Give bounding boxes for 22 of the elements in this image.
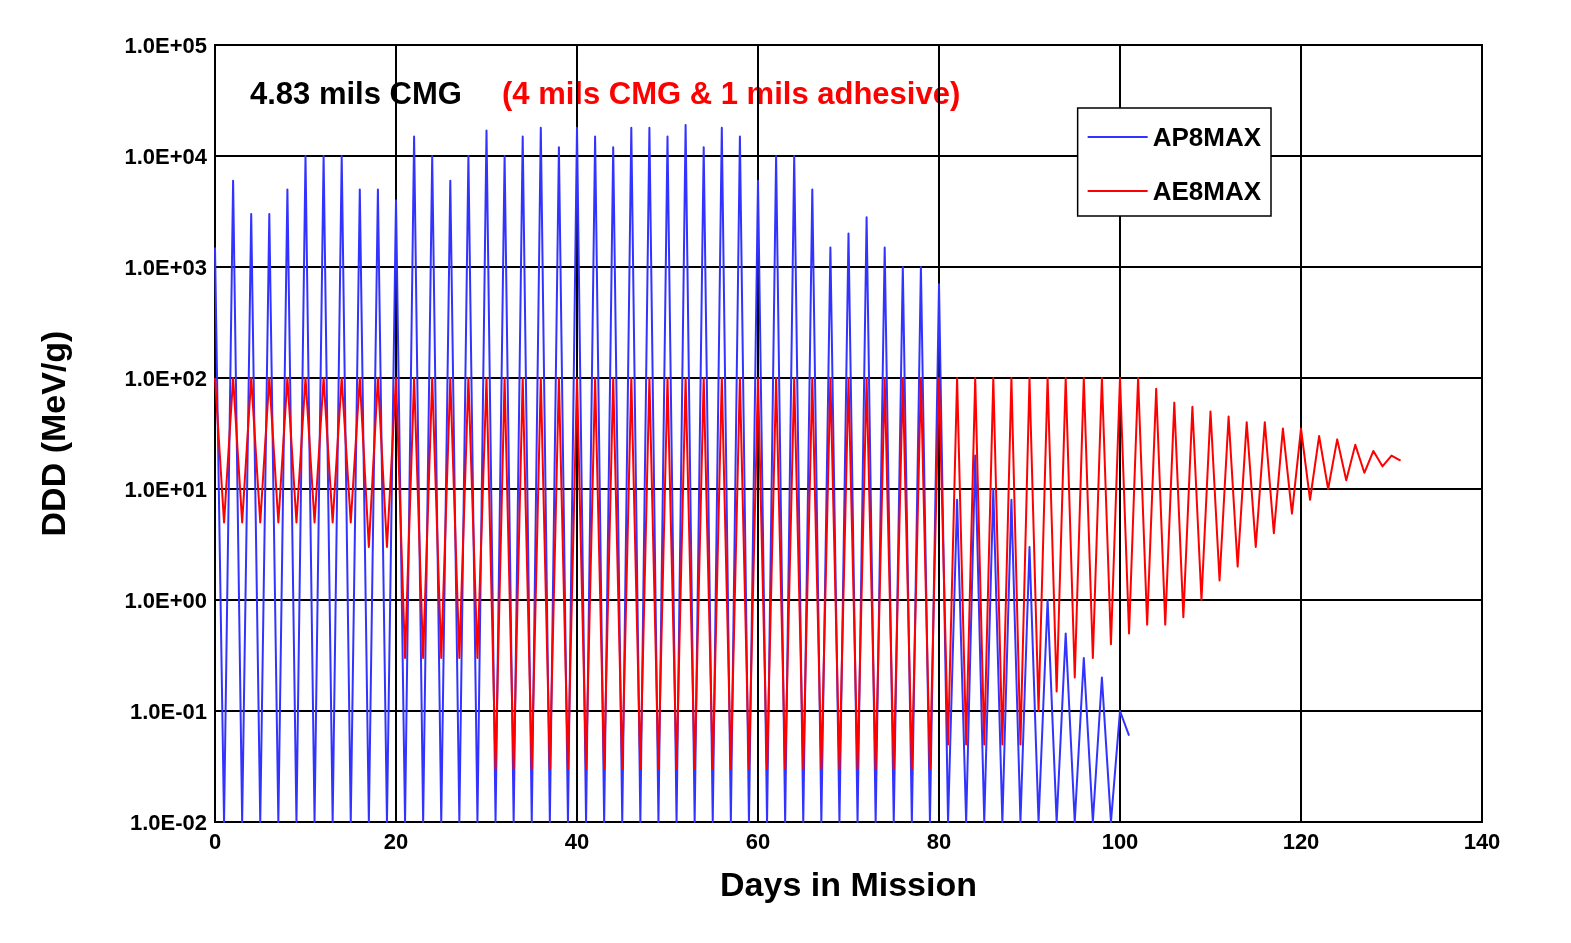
x-tick-label: 140: [1463, 828, 1501, 854]
y-tick-label: 1.0E+05: [124, 32, 207, 58]
y-tick-label: 1.0E+03: [124, 254, 207, 280]
legend-label: AE8MAX: [1152, 176, 1262, 206]
y-tick-label: 1.0E+02: [124, 365, 207, 391]
x-tick-label: 80: [926, 828, 952, 854]
x-tick-label: 100: [1101, 828, 1139, 854]
x-tick-label: 60: [745, 828, 771, 854]
y-tick-label: 1.0E-01: [129, 698, 207, 724]
line-series: [214, 124, 1131, 823]
x-tick-label: 20: [383, 828, 409, 854]
line-series: [214, 377, 1402, 771]
legend-label: AP8MAX: [1152, 122, 1262, 152]
x-axis-title: Days in Mission: [720, 865, 977, 903]
y-tick-label: 1.0E+04: [124, 143, 208, 169]
y-tick-label: 1.0E-02: [129, 809, 207, 835]
y-tick-label: 1.0E+00: [124, 587, 207, 613]
y-tick-label: 1.0E+01: [124, 476, 207, 502]
y-axis-title: DDD (MeV/g): [34, 330, 72, 537]
x-tick-label: 40: [564, 828, 590, 854]
x-tick-label: 120: [1282, 828, 1320, 854]
x-tick-label: 0: [208, 828, 222, 854]
